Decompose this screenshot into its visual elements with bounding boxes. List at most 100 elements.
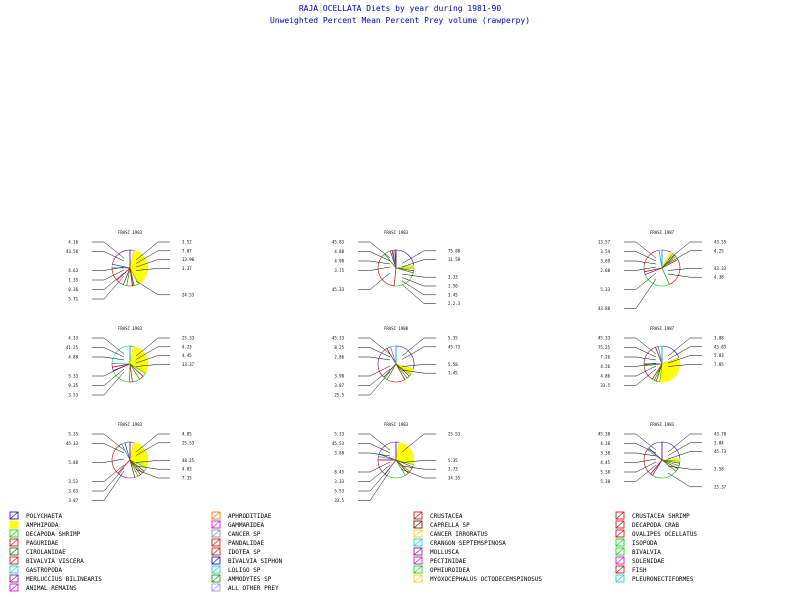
leader-line [103,470,125,501]
value-label: 75.88 [448,248,461,253]
value-label: 3.87 [68,498,78,503]
value-label: 5.58 [448,362,458,367]
pie-slice [111,345,131,365]
leader-line [103,464,125,482]
value-label: 4.33 [68,336,78,341]
legend-hatch [211,538,221,547]
value-label: 5.38 [600,479,610,484]
legend-swatch [413,565,423,574]
legend-swatch [413,529,423,538]
legend-swatch [615,529,625,538]
legend-label: GASTROPODA [26,567,63,574]
legend-swatch [615,547,625,556]
leader-line [667,273,691,278]
leader-line [135,442,159,456]
pie-slice [129,442,149,469]
legend-hatch [413,556,423,565]
legend-hatch [615,520,625,529]
leader-line [103,269,125,281]
value-label: 7.45 [448,371,458,376]
pie-slice [643,249,663,273]
value-label: 25.33 [182,336,195,341]
leader-line [401,465,425,470]
value-label: 3.52 [182,240,192,245]
value-label: 34.35 [448,476,461,481]
legend-swatch [615,565,625,574]
leader-line [369,251,391,262]
pie-label: FRASC 1983 [650,422,675,427]
value-label: 3.84 [714,440,724,445]
legend-label: AMMODYTES SP [228,576,272,583]
leader-line [135,355,159,364]
leader-line [635,241,657,259]
leader-line [369,368,391,386]
leader-line [135,250,159,264]
legend-label: DECAPODA CRAB [632,522,679,529]
leader-line [401,364,425,367]
legend-swatch [615,538,625,547]
leader-line [635,347,657,358]
legend-swatch [211,538,221,547]
leader-line [369,337,391,355]
value-label: 25.53 [448,432,461,437]
leader-line [135,364,159,367]
value-label: 1.35 [68,278,78,283]
leader-line [369,241,391,259]
legend-label: MYOXOCEPHALUS OCTODECEMSPINOSUS [430,576,542,583]
value-label: 7.26 [600,355,610,360]
pie-slice [129,250,149,285]
chart-subtitle: Unweighted Percent Mean Percent Prey vol… [269,16,531,25]
leader-line [103,266,125,271]
value-label: 45.73 [714,449,727,454]
value-label: 4.45 [182,353,192,358]
leader-line [135,460,159,463]
value-label: 4.26 [600,364,610,369]
leader-line [369,266,391,271]
value-label: 3.38 [600,451,610,456]
leader-line [135,465,159,470]
value-label: 45.53 [332,441,345,446]
pie-slice [644,267,670,287]
leader-line [667,346,691,360]
value-label: 2.2.3 [448,301,461,306]
legend-hatch [9,547,19,556]
leader-line [135,259,159,268]
value-label: 43.83 [714,344,727,349]
legend-label: DECAPODA SHRIMP [26,531,81,538]
legend-swatch [413,547,423,556]
legend-swatch [211,583,221,592]
legend-label: CRUSTACEA [430,513,463,520]
pie-label: FRASC 1983 [118,230,143,235]
legend-hatch [413,538,423,547]
legend-hatch [615,547,625,556]
value-label: 5.33 [600,287,610,292]
legend-swatch [615,556,625,565]
leader-line [667,472,691,488]
leader-line [667,465,691,470]
leader-line [369,461,391,473]
legend-hatch [211,565,221,574]
value-label: 5.33 [68,374,78,379]
value-label: 1.50 [448,284,458,289]
leader-line [635,458,657,463]
leader-line [401,280,425,296]
leader-line [401,259,425,268]
legend-hatch [615,574,625,583]
legend-label: AMPHIPODA [26,522,59,529]
value-label: 4.38 [714,275,724,280]
value-label: 3.69 [600,259,610,264]
legend-label: MOLLUSCA [430,549,459,556]
legend-hatch [615,511,625,520]
value-label: 4.25 [714,248,724,253]
value-label: 0.36 [68,287,78,292]
leader-line [667,433,691,453]
value-label: 4.45 [600,460,610,465]
leader-line [369,433,391,451]
value-label: 3.33 [448,275,458,280]
legend-label: BIVALVIA VISCERA [26,558,84,565]
value-label: 45.33 [332,336,345,341]
leader-line [635,464,657,482]
legend-swatch [211,556,221,565]
pie-slice [394,249,397,269]
